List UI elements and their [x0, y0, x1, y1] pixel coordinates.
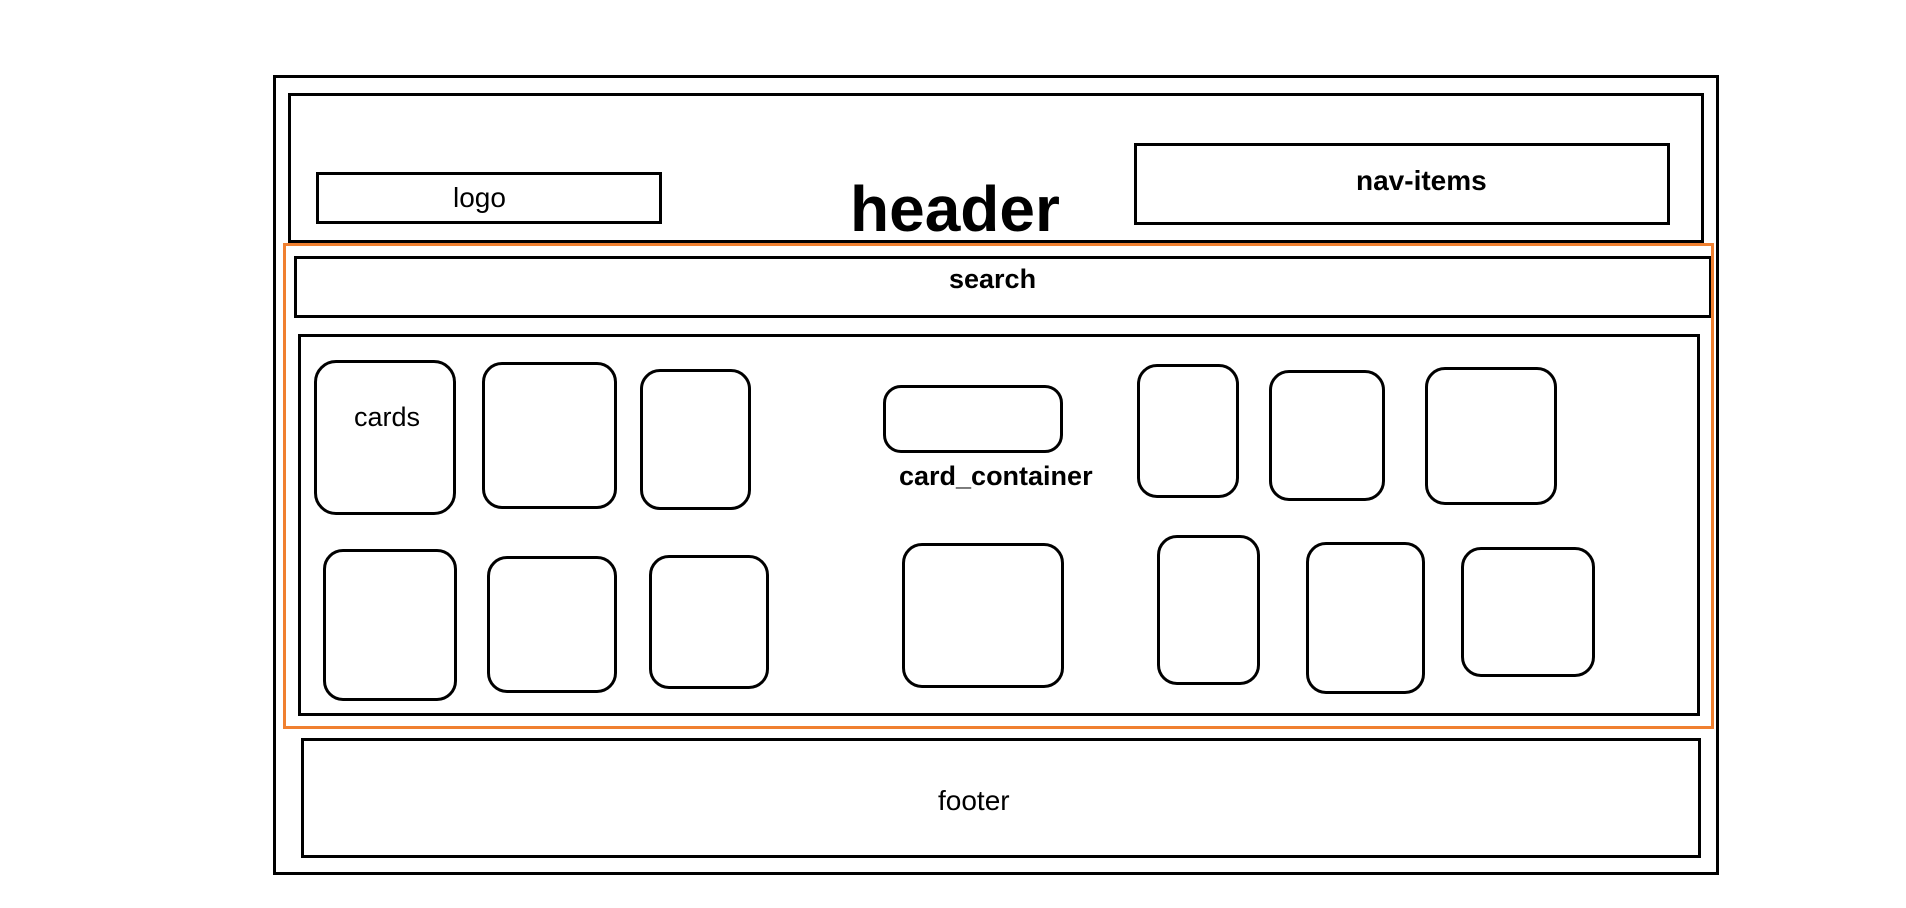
logo-box[interactable] — [316, 172, 662, 224]
card[interactable] — [314, 360, 456, 515]
nav-items-box[interactable] — [1134, 143, 1670, 225]
cards-label: cards — [354, 402, 421, 432]
card[interactable] — [1137, 364, 1239, 498]
card[interactable] — [640, 369, 751, 510]
nav-items-label: nav-items — [1356, 165, 1487, 196]
header-box — [288, 93, 1704, 243]
card-container-label: card_container — [899, 461, 1093, 491]
logo-label: logo — [453, 182, 506, 213]
page-frame — [273, 75, 1719, 875]
search-label: search — [949, 264, 1037, 294]
search-box[interactable] — [294, 256, 1712, 318]
card[interactable] — [323, 549, 457, 701]
card[interactable] — [1269, 370, 1385, 501]
card[interactable] — [902, 543, 1064, 688]
card[interactable] — [1157, 535, 1260, 685]
footer-box — [301, 738, 1701, 858]
header-title: header — [850, 173, 1060, 245]
card[interactable] — [487, 556, 617, 693]
card[interactable] — [1306, 542, 1425, 694]
footer-label: footer — [938, 785, 1010, 816]
card[interactable] — [649, 555, 769, 689]
card[interactable] — [1461, 547, 1595, 677]
card[interactable] — [482, 362, 617, 509]
card-container — [298, 334, 1700, 716]
card[interactable] — [1425, 367, 1557, 505]
card-container-sample — [883, 385, 1063, 453]
